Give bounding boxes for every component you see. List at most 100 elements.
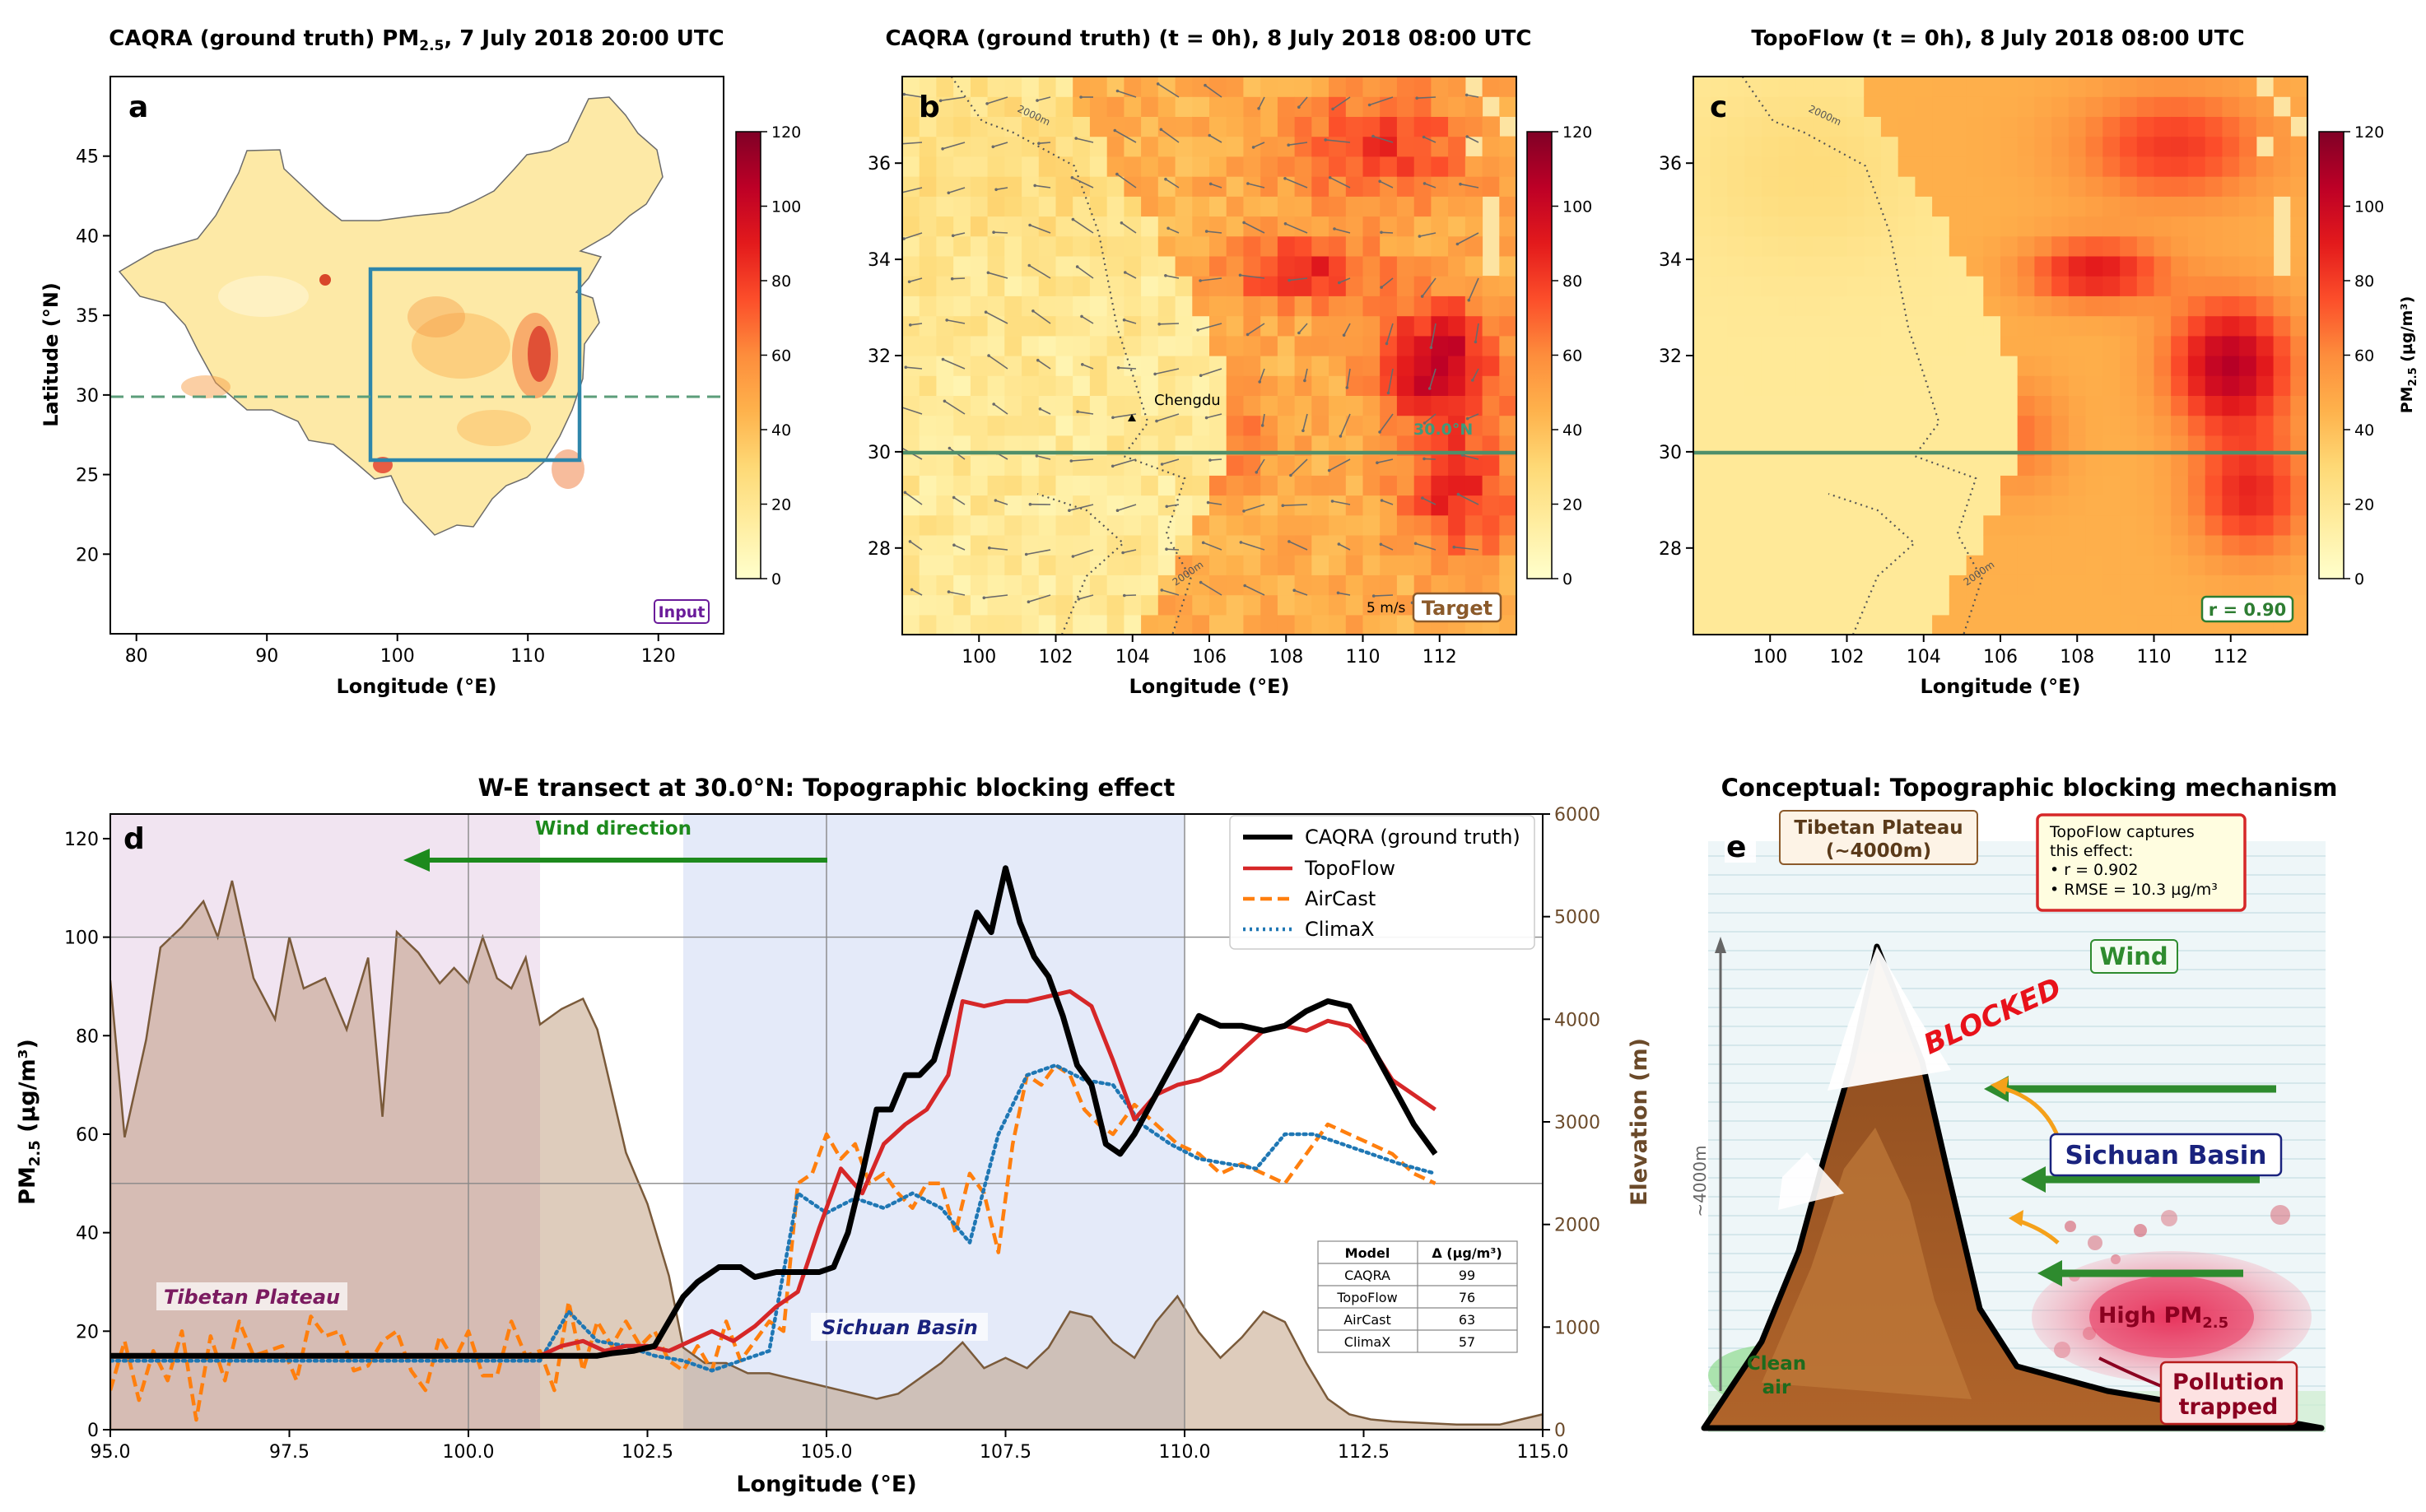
panel-b-heatmap-cell: [1089, 276, 1108, 296]
panel-a-x-tick-label: 110: [510, 646, 545, 667]
panel-c-heatmap-cell: [1829, 276, 1848, 296]
panel-c-heatmap-cell: [2034, 435, 2052, 456]
panel-b-heatmap-cell: [1209, 495, 1227, 516]
panel-b-heatmap-cell: [970, 196, 989, 217]
wind-vector: [1200, 368, 1222, 376]
wind-vector: [1376, 458, 1394, 463]
panel-c-heatmap-cell: [2102, 235, 2121, 257]
panel-c-heatmap-cell: [1710, 116, 1728, 137]
panel-b-heatmap-cell: [1277, 255, 1296, 277]
panel-b-heatmap-cell: [1209, 594, 1227, 616]
panel-b-heatmap-cell: [953, 614, 971, 635]
panel-b-heatmap-cell: [1380, 156, 1398, 177]
wind-vector: [1247, 183, 1265, 188]
panel-c-heatmap-cell: [2154, 356, 2172, 376]
panel-b-heatmap-cell: [1260, 375, 1278, 396]
panel-b-heatmap-cell: [1431, 276, 1449, 296]
panel-c-heatmap-cell: [2154, 136, 2172, 157]
panel-c-heatmap-cell: [2205, 415, 2223, 436]
wind-vector-head: [1380, 230, 1383, 235]
panel-c-heatmap-cell: [1966, 555, 1984, 575]
panel-c-heatmap-cell: [1795, 216, 1814, 237]
panel-b-heatmap-cell: [1038, 534, 1057, 556]
panel-b-heatmap-cell: [1294, 335, 1312, 356]
panel-c-heatmap-cell: [1915, 216, 1933, 237]
panel-c-heatmap-cell: [1949, 176, 1967, 197]
panel-c-heatmap-cell: [2290, 276, 2307, 296]
panel-c-heatmap-cell: [1744, 136, 1762, 157]
panel-c-heatmap-cell: [2222, 235, 2240, 257]
panel-b-heatmap-cell: [1089, 514, 1108, 536]
panel-c-heatmap-cell: [2154, 335, 2172, 356]
panel-c-heatmap-cell: [2187, 475, 2206, 496]
panel-c-heatmap-cell: [1693, 614, 1711, 635]
wind-vector: [1379, 413, 1394, 433]
panel-b-heatmap-cell: [919, 534, 937, 556]
panel-c-heatmap-cell: [2102, 555, 2121, 575]
panel-c-heatmap-cell: [2000, 375, 2019, 396]
panel-b-heatmap-cell: [1192, 534, 1210, 556]
panel-b-heatmap-cell: [1294, 216, 1312, 237]
panel-c-heatmap-cell: [2000, 136, 2019, 157]
panel-b-heatmap-cell: [1209, 136, 1227, 157]
wind-vector-head: [1080, 314, 1083, 319]
panel-c-heatmap-cell: [1829, 375, 1848, 396]
panel-b-heatmap-cell: [987, 156, 1005, 177]
panel-b-heatmap-cell: [1380, 315, 1398, 337]
colorbar-tick-label: 40: [771, 421, 791, 440]
panel-c-heatmap-cell: [1693, 156, 1711, 177]
panel-b-heatmap-cell: [936, 77, 954, 97]
panel-b-heatmap-cell: [1277, 77, 1296, 97]
panel-c-heatmap-cell: [2068, 136, 2087, 157]
panel-b-heatmap-cell: [1431, 395, 1449, 416]
panel-c-heatmap-cell: [2000, 295, 2019, 317]
panel-b-heatmap-cell: [1362, 136, 1381, 157]
panel-c-heatmap-cell: [2034, 176, 2052, 197]
panel-b-heatmap-cell: [1413, 136, 1432, 157]
wind-vector-head: [1120, 221, 1124, 225]
panel-b-heatmap-cell: [1311, 315, 1329, 337]
panel-b-heatmap-cell: [1157, 594, 1176, 616]
wind-vector-head: [1115, 172, 1119, 176]
panel-b-heatmap-cell: [1089, 255, 1108, 277]
panel-b-heatmap-cell: [1482, 136, 1500, 157]
panel-c-heatmap-cell: [1727, 276, 1745, 296]
panel-c-heatmap-cell: [2017, 375, 2035, 396]
panel-c-heatmap-cell: [1727, 375, 1745, 396]
wind-vector-head: [1342, 333, 1346, 337]
panel-c-heatmap-cell: [2154, 594, 2172, 616]
panel-b-heatmap-cell: [1004, 116, 1022, 137]
panel-c-heatmap-cell: [1778, 395, 1796, 416]
panel-c-heatmap-cell: [2205, 235, 2223, 257]
wind-vector-head: [1465, 135, 1469, 138]
panel-b-heatmap-cell: [1413, 235, 1432, 257]
wind-vector: [1284, 178, 1308, 188]
panel-b-heatmap-cell: [1175, 395, 1193, 416]
panel-b-heatmap-cell: [1345, 176, 1364, 197]
panel-c-heatmap-cell: [2120, 614, 2138, 635]
panel-b-heatmap-cell: [1243, 276, 1261, 296]
panel-c-heatmap-cell: [2085, 196, 2103, 217]
panel-c-heatmap-cell: [2085, 136, 2103, 157]
series-caqra-ground-truth: [110, 865, 1438, 1359]
panel-b-heatmap-cell: [970, 295, 989, 317]
panel-c-heatmap-cell: [1966, 255, 1984, 277]
panel-c-heatmap-cell: [2017, 575, 2035, 596]
panel-c-heatmap-cell: [2051, 575, 2070, 596]
panel-c-heatmap-cell: [1915, 594, 1933, 616]
wind-vector-head: [1208, 133, 1212, 137]
panel-b-heatmap-cell: [936, 395, 954, 416]
panel-c-heatmap-cell: [1983, 196, 2001, 217]
panel-b-heatmap-cell: [1499, 375, 1516, 396]
panel-b-heatmap-cell: [1175, 614, 1193, 635]
panel-c-heatmap-cell: [2017, 176, 2035, 197]
colorbar-tick-label: 80: [771, 272, 791, 291]
panel-c-heatmap-cell: [1778, 315, 1796, 337]
panel-c-heatmap-cell: [2222, 455, 2240, 476]
panel-b-heatmap-cell: [1175, 514, 1193, 536]
colorbar-tick-label: 0: [2354, 570, 2364, 589]
panel-c-heatmap-cell: [1897, 594, 1916, 616]
panel-b-heatmap-cell: [919, 176, 937, 197]
wind-vector: [1474, 323, 1479, 342]
panel-b-heatmap-cell: [1482, 395, 1500, 416]
